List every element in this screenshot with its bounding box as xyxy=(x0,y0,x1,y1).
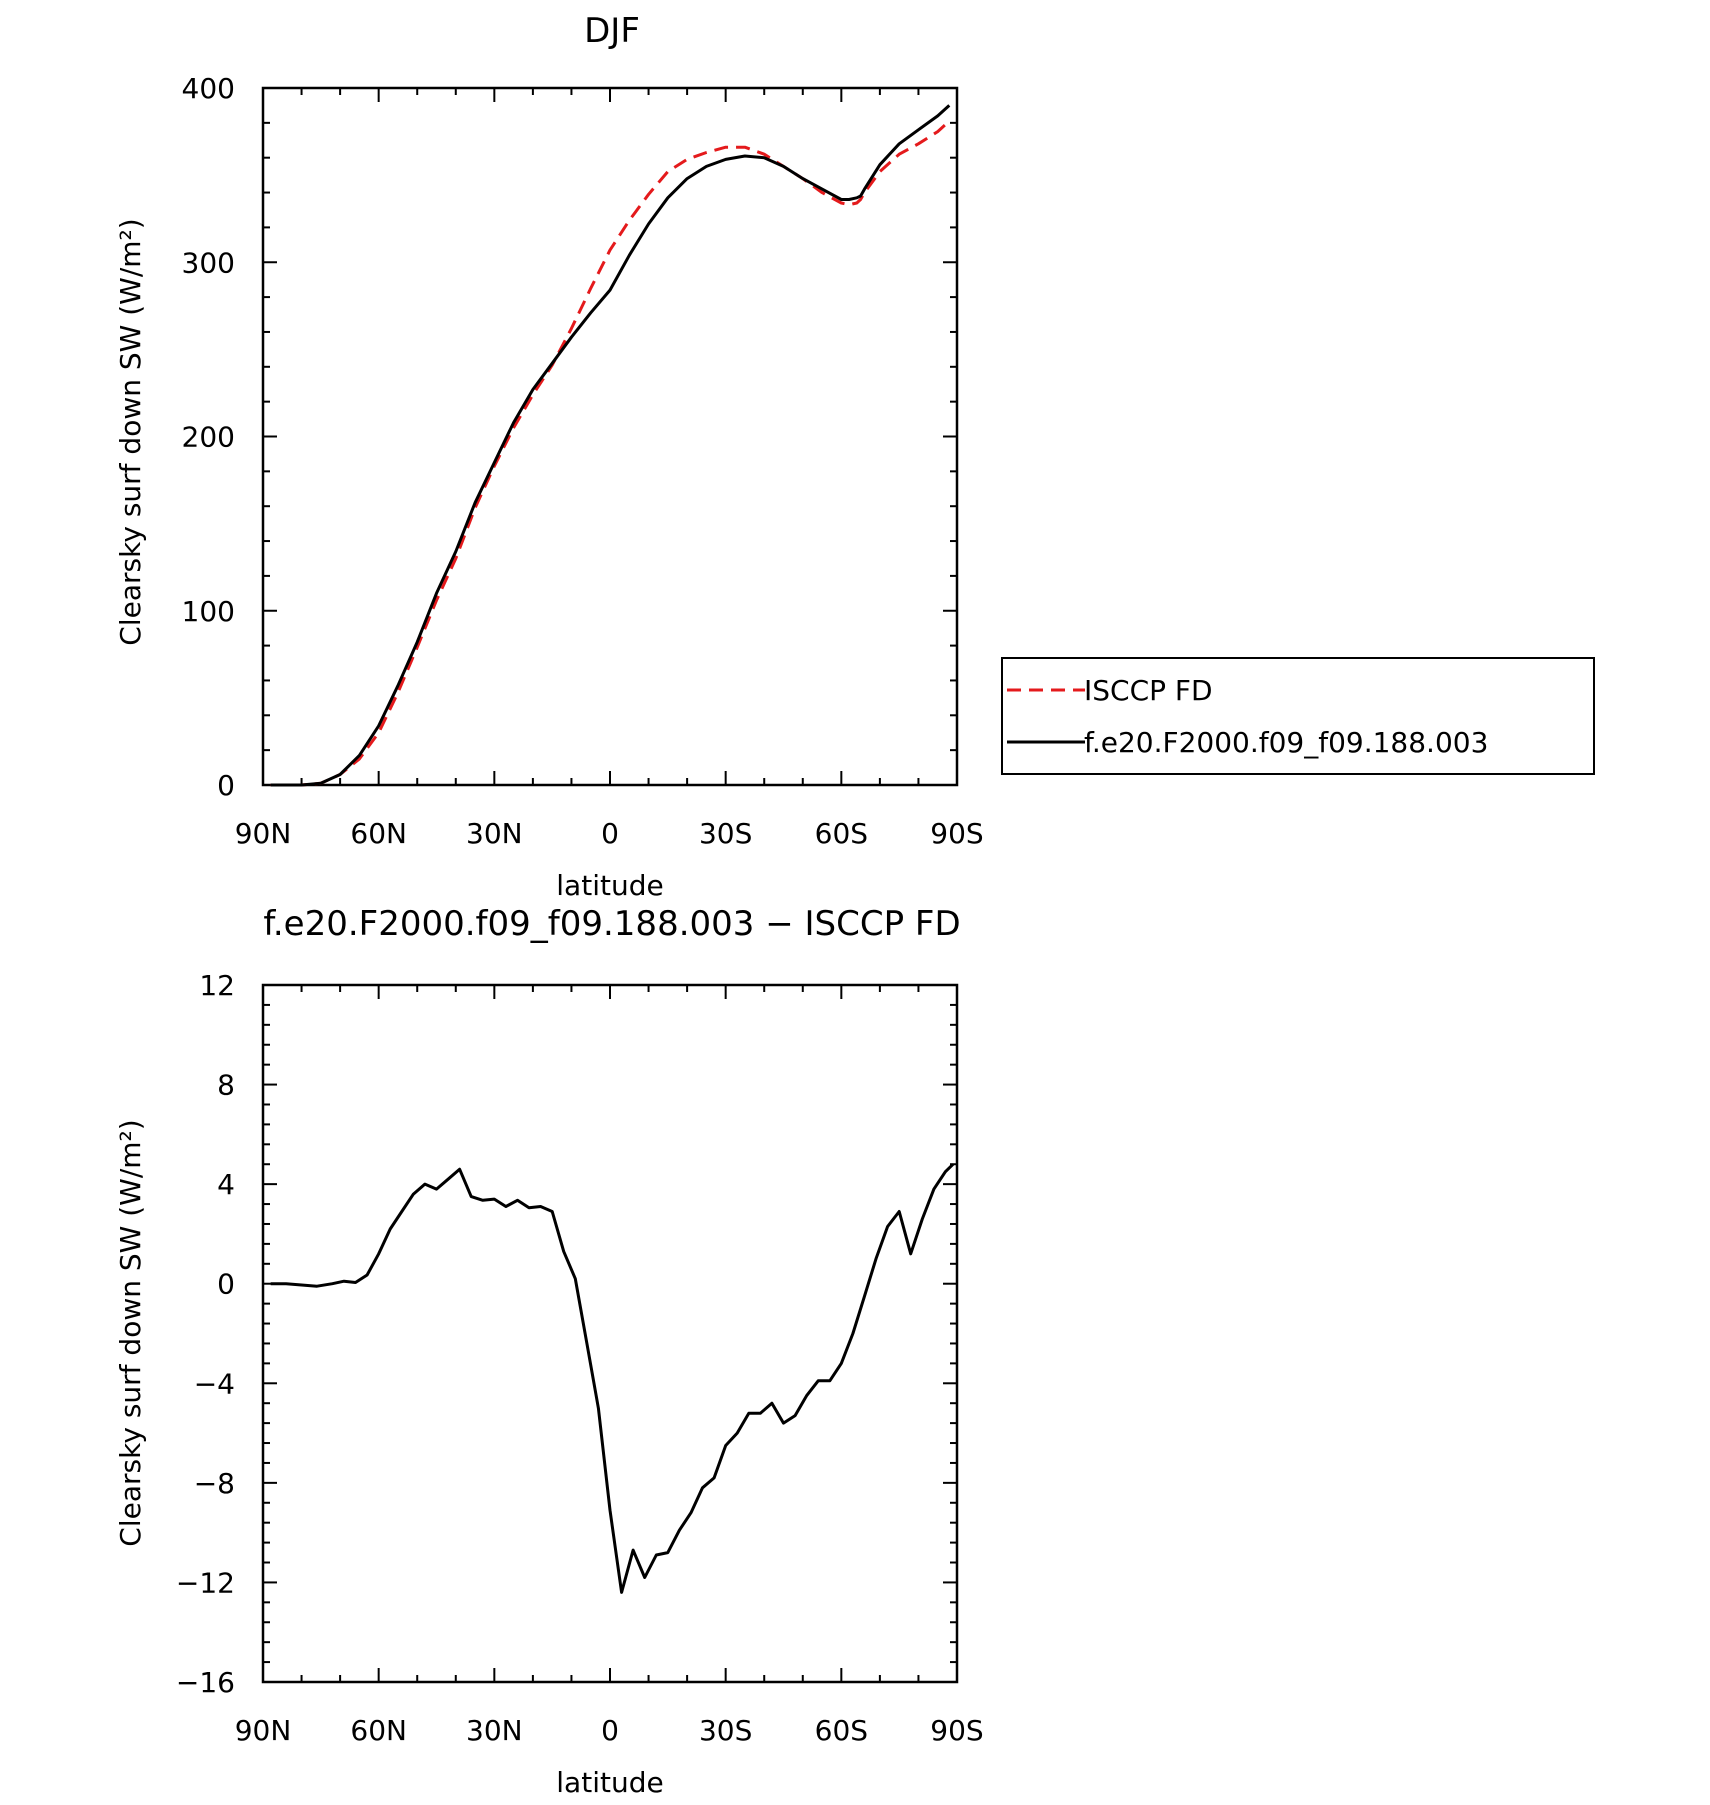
x-tick-label: 30S xyxy=(699,1714,752,1747)
y-tick-label: 0 xyxy=(217,1268,235,1301)
x-tick-label: 30N xyxy=(466,1714,523,1747)
x-tick-label: 90S xyxy=(930,817,983,850)
y-tick-label: −12 xyxy=(176,1566,235,1599)
panel2-y-axis-label: Clearsky surf down SW (W/m²) xyxy=(114,1119,147,1546)
panel1-ticks xyxy=(262,87,958,786)
panel2-series xyxy=(270,1163,955,1594)
bottom-panel: f.e20.F2000.f09_f09.188.003 − ISCCP FD 9… xyxy=(114,904,984,1799)
legend-label-isccp: ISCCP FD xyxy=(1084,674,1213,707)
x-tick-label: 90N xyxy=(235,817,292,850)
legend: ISCCP FD f.e20.F2000.f09_f09.188.003 xyxy=(1001,657,1595,775)
series-line-f-e20-f2000-f09-f09-188-003 xyxy=(270,104,951,787)
panel2-title: f.e20.F2000.f09_f09.188.003 − ISCCP FD xyxy=(263,904,960,944)
y-tick-label: 200 xyxy=(182,421,235,454)
x-tick-label: 60S xyxy=(815,1714,868,1747)
x-tick-label: 60N xyxy=(350,1714,407,1747)
panel2-y-tick-labels: 12 8 4 0 −4 −8 −12 −16 xyxy=(176,969,235,1699)
panel1-y-tick-labels: 0 100 200 300 400 xyxy=(182,72,235,802)
legend-box xyxy=(1001,657,1595,775)
panel2-x-axis-label: latitude xyxy=(556,1766,663,1799)
panel1-plot-frame xyxy=(261,86,959,787)
x-tick-label: 30S xyxy=(699,817,752,850)
y-tick-label: 300 xyxy=(182,246,235,279)
y-tick-label: 0 xyxy=(217,769,235,802)
y-tick-label: −4 xyxy=(194,1367,235,1400)
y-tick-label: 8 xyxy=(217,1069,235,1102)
panel1-series xyxy=(270,104,951,787)
y-tick-label: 12 xyxy=(199,969,235,1002)
x-tick-label: 60N xyxy=(350,817,407,850)
x-tick-label: 60S xyxy=(815,817,868,850)
top-panel: DJF 90N 60N 30N 0 30S 60S 90S 0 100 200 300 400 la… xyxy=(114,11,1595,902)
series-line-panel2 xyxy=(270,1163,955,1594)
panel1-y-axis-label: Clearsky surf down SW (W/m²) xyxy=(114,218,147,645)
y-tick-label: 400 xyxy=(182,72,235,105)
panel2-x-tick-labels: 90N 60N 30N 0 30S 60S 90S xyxy=(235,1714,984,1747)
y-tick-label: −8 xyxy=(194,1467,235,1500)
y-tick-label: 4 xyxy=(217,1168,235,1201)
panel2-ticks xyxy=(262,984,958,1683)
x-tick-label: 90N xyxy=(235,1714,292,1747)
panel1-title: DJF xyxy=(584,11,640,51)
x-tick-label: 30N xyxy=(466,817,523,850)
x-tick-label: 0 xyxy=(601,1714,619,1747)
y-tick-label: 100 xyxy=(182,595,235,628)
series-line-isccp-fd xyxy=(270,119,951,787)
panel1-x-tick-labels: 90N 60N 30N 0 30S 60S 90S xyxy=(235,817,984,850)
x-tick-label: 0 xyxy=(601,817,619,850)
legend-label-model: f.e20.F2000.f09_f09.188.003 xyxy=(1084,726,1488,759)
panel1-x-axis-label: latitude xyxy=(556,869,663,902)
x-tick-label: 90S xyxy=(930,1714,983,1747)
y-tick-label: −16 xyxy=(176,1666,235,1699)
